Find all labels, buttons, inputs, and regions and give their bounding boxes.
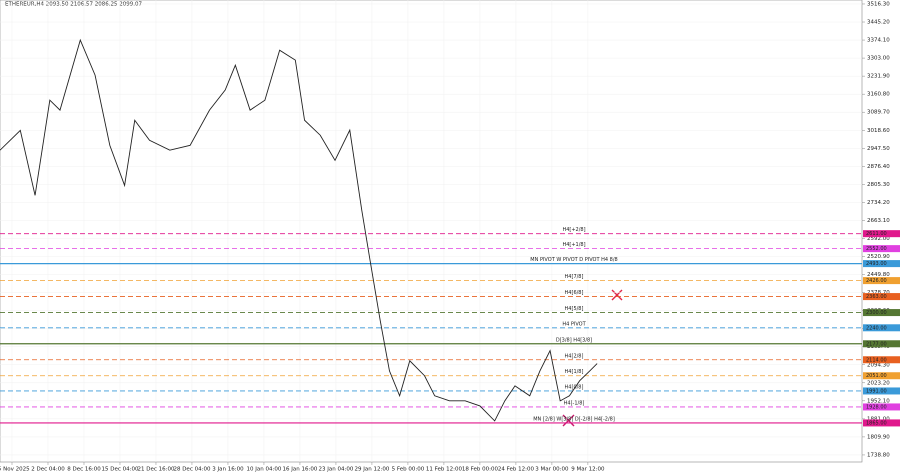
level-price-box — [863, 387, 900, 395]
y-tick-label: 2520.90 — [867, 254, 890, 260]
x-tick-label: 29 Jan 12:00 — [355, 467, 390, 473]
y-tick-label: 2023.20 — [867, 380, 890, 386]
x-tick-label: 10 Jan 04:00 — [247, 467, 282, 473]
x-tick-label: 15 Dec 04:00 — [101, 467, 138, 473]
y-tick-label: 1881.00 — [867, 416, 890, 422]
level-price-label: 2493.00 — [866, 261, 887, 267]
level-price-label: 2240.00 — [866, 325, 887, 331]
cross-marker — [611, 289, 623, 301]
y-tick-label: 1952.10 — [867, 398, 890, 404]
x-tick-label: 18 Feb 00:00 — [462, 467, 499, 473]
level-price-label: 2552.00 — [866, 246, 887, 252]
x-tick-label: 5 Feb 00:00 — [392, 467, 425, 473]
level-price-box — [863, 260, 900, 268]
y-tick-label: 2734.20 — [867, 200, 890, 206]
level-price-box — [863, 419, 900, 427]
y-tick-label: 3018.60 — [867, 128, 890, 134]
x-tick-label: 16 Jan 16:00 — [283, 467, 318, 473]
level-price-box — [863, 372, 900, 380]
level-name: H4 PIVOT — [562, 321, 586, 327]
x-tick-label: 25 Nov 2025 — [0, 467, 30, 473]
y-tick-label: 3089.70 — [867, 110, 890, 116]
y-tick-label: 2094.30 — [867, 362, 890, 368]
level-name: H4[0/8] — [565, 384, 584, 390]
level-name: H4[-1/8] — [564, 400, 585, 406]
level-price-box — [863, 324, 900, 332]
x-tick-label: 21 Dec 16:00 — [137, 467, 174, 473]
plot-frame — [0, 0, 863, 463]
x-tick-label: 3 Mar 00:00 — [535, 467, 569, 473]
level-name: H4[5/8] — [565, 306, 584, 312]
level-price-label: 2363.00 — [866, 294, 887, 300]
y-tick-label: 3303.00 — [867, 56, 890, 62]
level-price-label: 2114.00 — [866, 357, 887, 363]
level-price-box — [863, 293, 900, 301]
level-name: H4[+1/8] — [562, 242, 585, 248]
level-price-box — [863, 403, 900, 411]
y-tick-label: 3231.90 — [867, 74, 890, 80]
level-name: H4[7/8] — [565, 274, 584, 280]
y-tick-label: 2947.50 — [867, 146, 890, 152]
level-price-box — [863, 340, 900, 348]
level-price-label: 2611.00 — [866, 231, 887, 237]
level-name: MN [2/8] W[3/8] D[-2/8] H4[-2/8] — [533, 416, 615, 422]
y-tick-label: 2805.30 — [867, 182, 890, 188]
y-tick-label: 3445.20 — [867, 20, 890, 26]
level-price-label: 2051.00 — [866, 373, 887, 379]
y-tick-label: 3160.80 — [867, 92, 890, 98]
y-tick-label: 1809.90 — [867, 434, 890, 440]
x-tick-label: 28 Dec 04:00 — [173, 467, 210, 473]
level-price-label: 1928.00 — [866, 404, 887, 410]
x-tick-label: 2 Dec 04:00 — [31, 467, 65, 473]
x-tick-label: 24 Feb 12:00 — [498, 467, 535, 473]
level-price-box — [863, 277, 900, 285]
x-tick-label: 11 Feb 12:00 — [426, 467, 463, 473]
level-price-label: 2300.00 — [866, 310, 887, 316]
level-name: H4[2/8] — [565, 353, 584, 359]
y-tick-label: 2592.00 — [867, 236, 890, 242]
level-price-label: 1865.00 — [866, 420, 887, 426]
level-name: MN PIVOT W PIVOT D PIVOT H4 8/8 — [530, 257, 617, 263]
level-price-box — [863, 245, 900, 253]
y-tick-label: 2449.80 — [867, 272, 890, 278]
y-tick-label: 1738.80 — [867, 452, 890, 458]
y-tick-label: 2663.10 — [867, 218, 890, 224]
y-tick-label: 3516.30 — [867, 1, 890, 7]
x-tick-label: 8 Dec 16:00 — [67, 467, 101, 473]
x-tick-label: 3 Jan 16:00 — [212, 467, 244, 473]
chart-title: ETHEREUR,H4 2093.50 2106.57 2086.25 2099… — [5, 2, 142, 8]
level-name: H4[6/8] — [565, 290, 584, 296]
y-tick-label: 3374.10 — [867, 38, 890, 44]
level-name: H4[1/8] — [565, 369, 584, 375]
price-line — [0, 38, 598, 422]
level-price-label: 2177.00 — [866, 341, 887, 347]
level-price-box — [863, 356, 900, 364]
level-price-box — [863, 309, 900, 317]
level-price-label: 1991.00 — [866, 388, 887, 394]
level-price-box — [863, 230, 900, 238]
level-name: H4[+2/8] — [562, 227, 585, 233]
y-tick-label: 2876.40 — [867, 164, 890, 170]
x-tick-label: 9 Mar 12:00 — [571, 467, 605, 473]
cross-marker — [562, 414, 575, 427]
level-name: D[3/8] H4[3/8] — [556, 337, 592, 343]
x-tick-label: 23 Jan 04:00 — [319, 467, 354, 473]
level-price-label: 2426.00 — [866, 278, 887, 284]
